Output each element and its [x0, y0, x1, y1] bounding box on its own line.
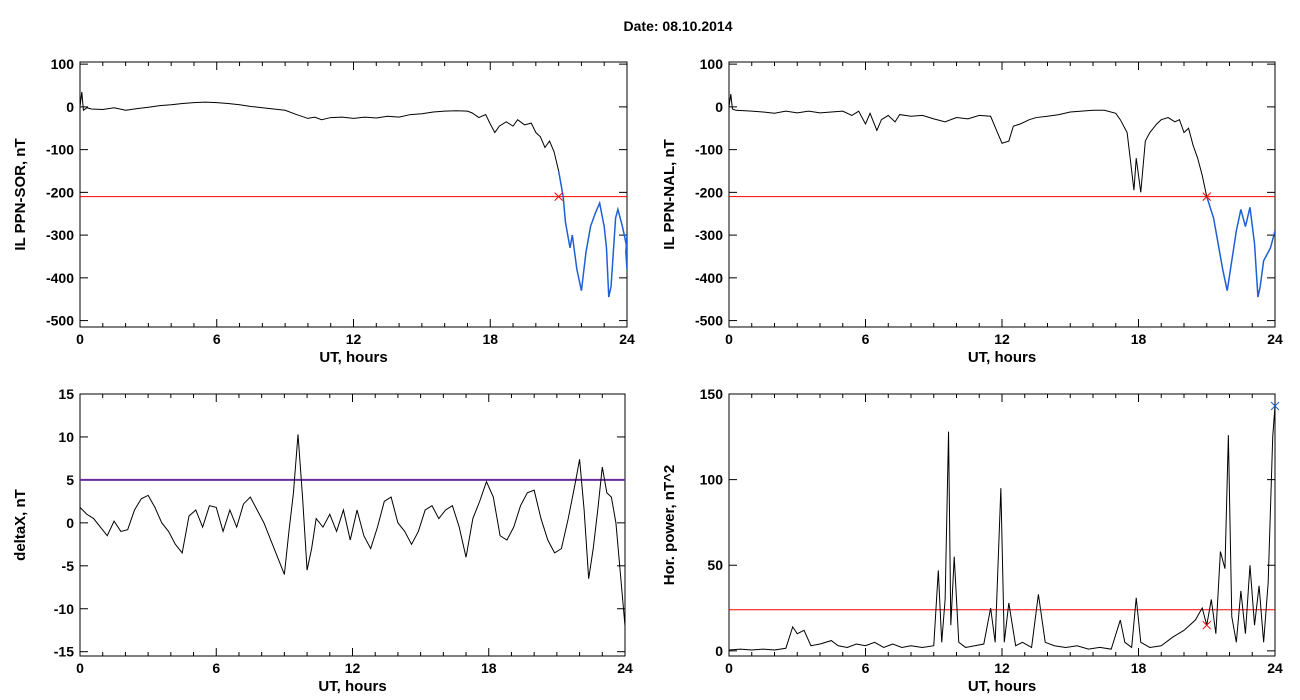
y-axis-label: deltaX, nT — [12, 489, 29, 561]
x-tick-label: 0 — [76, 331, 84, 347]
x-tick-label: 0 — [725, 660, 733, 676]
series-line-highlight — [557, 170, 627, 298]
x-tick-label: 6 — [213, 331, 221, 347]
y-tick-label: -100 — [695, 142, 723, 158]
x-tick-label: 18 — [1131, 331, 1147, 347]
y-axis-label: Hor. power, nT^2 — [661, 465, 678, 585]
y-tick-label: -400 — [46, 270, 74, 286]
y-tick-label: -200 — [46, 184, 74, 200]
chart-sor: 0 6 12 18 24 100 0 -100 -200 -300 -400 -500 UT, hour… — [12, 56, 635, 366]
plot-frame — [728, 61, 1276, 328]
y-tick-label: 0 — [715, 643, 723, 659]
y-tick-label: 0 — [66, 99, 74, 115]
x-tick-label: 12 — [345, 660, 361, 676]
x-tick-label: 24 — [1267, 660, 1283, 676]
x-axis-label: UT, hours — [319, 349, 387, 366]
y-tick-label: 100 — [700, 56, 724, 72]
chart-power: 0 6 12 18 24 150 100 50 0 UT, hours Hor. power, nT… — [661, 386, 1283, 695]
x-tick-label: 12 — [994, 331, 1010, 347]
x-tick-label: 0 — [76, 660, 84, 676]
series-line — [729, 405, 1275, 651]
y-tick-label: 100 — [51, 56, 75, 72]
y-tick-label: -10 — [54, 601, 74, 617]
y-tick-label: -300 — [695, 227, 723, 243]
y-tick-label: 0 — [66, 515, 74, 531]
y-tick-label: 100 — [700, 472, 724, 488]
plot-frame — [79, 61, 628, 328]
x-tick-label: 24 — [619, 331, 635, 347]
x-tick-label: 12 — [994, 660, 1010, 676]
page-title: Date: 08.10.2014 — [623, 18, 733, 34]
y-axis-label: IL PPN-NAL, nT — [661, 139, 678, 250]
crossing-marker — [1202, 192, 1212, 201]
x-axis-label: UT, hours — [968, 678, 1036, 695]
chart-deltax: 0 6 12 18 24 15 10 5 0 -5 -10 -15 UT, hours deltaX, n… — [12, 386, 633, 695]
crossing-marker — [554, 192, 563, 201]
x-tick-label: 0 — [725, 331, 733, 347]
y-tick-label: -100 — [46, 142, 74, 158]
y-tick-label: -5 — [62, 558, 75, 574]
y-tick-label: 50 — [707, 557, 723, 573]
x-tick-label: 18 — [481, 660, 497, 676]
x-tick-label: 6 — [862, 331, 870, 347]
y-tick-label: 15 — [58, 386, 74, 402]
x-tick-label: 24 — [1267, 331, 1283, 347]
y-tick-label: 0 — [715, 99, 723, 115]
chart-nal: 0 6 12 18 24 100 0 -100 -200 -300 -400 -500 UT, hour… — [661, 56, 1283, 366]
series-line — [729, 93, 1208, 197]
y-tick-label: -500 — [46, 313, 74, 329]
y-tick-label: -200 — [695, 184, 723, 200]
x-axis-label: UT, hours — [318, 678, 386, 695]
x-tick-label: 18 — [482, 331, 498, 347]
y-tick-label: 150 — [700, 386, 724, 402]
y-tick-label: -300 — [46, 227, 74, 243]
x-tick-label: 6 — [212, 660, 220, 676]
x-axis-label: UT, hours — [968, 349, 1036, 366]
crossing-marker — [1202, 620, 1212, 630]
x-tick-label: 24 — [617, 660, 633, 676]
end-marker — [1270, 401, 1280, 411]
x-tick-label: 6 — [862, 660, 870, 676]
y-tick-label: -500 — [695, 313, 723, 329]
y-axis-label: IL PPN-SOR, nT — [12, 138, 29, 250]
series-line-highlight — [1206, 196, 1275, 298]
y-tick-label: -400 — [695, 270, 723, 286]
x-tick-label: 18 — [1131, 660, 1147, 676]
series-line — [80, 91, 560, 172]
y-tick-label: 5 — [66, 472, 74, 488]
x-tick-label: 12 — [346, 331, 362, 347]
y-tick-label: -15 — [54, 644, 74, 660]
series-line — [80, 434, 625, 626]
y-tick-label: 10 — [58, 429, 74, 445]
